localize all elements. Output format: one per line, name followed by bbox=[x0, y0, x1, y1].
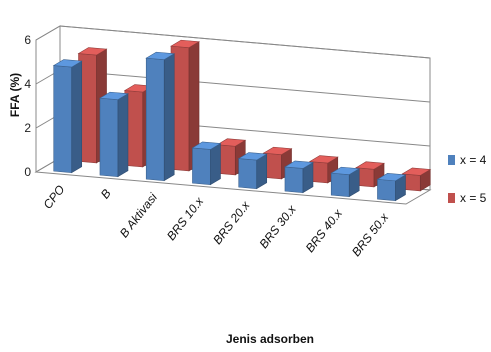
bar-x4 bbox=[237, 152, 268, 190]
gridline bbox=[59, 25, 431, 59]
gridline-side bbox=[35, 25, 61, 41]
legend-label: x = 4 bbox=[460, 153, 487, 167]
x-tick-label: BRS 20.x bbox=[210, 198, 253, 247]
x-tick-label: BRS 50.x bbox=[349, 210, 392, 259]
x-axis-label: Jenis adsorben bbox=[226, 332, 314, 346]
bar-x5 bbox=[170, 39, 200, 172]
gridline bbox=[59, 69, 431, 103]
y-axis-label: FFA (%) bbox=[8, 73, 22, 117]
x-tick-label: BRS 30.x bbox=[256, 202, 299, 251]
x-tick-label: BRS 40.x bbox=[303, 206, 346, 255]
bar-x4 bbox=[376, 173, 407, 202]
legend-item: x = 4 bbox=[448, 153, 487, 167]
bar-x5 bbox=[308, 155, 339, 184]
bar-x4 bbox=[145, 51, 176, 182]
bar-x5 bbox=[355, 161, 385, 188]
y-tick-label: 0 bbox=[24, 165, 31, 179]
x-tick-label: BRS 10.x bbox=[164, 194, 207, 243]
bar-x4 bbox=[99, 91, 129, 178]
x-tick-label: B bbox=[98, 186, 114, 201]
bar-x4 bbox=[284, 160, 314, 194]
y-tick-label: 2 bbox=[24, 121, 31, 135]
y-tick-label: 4 bbox=[24, 77, 31, 91]
bar-x4 bbox=[191, 141, 222, 186]
bar-x4 bbox=[330, 166, 361, 198]
y-tick-label: 6 bbox=[24, 33, 31, 47]
legend-label: x = 5 bbox=[460, 191, 487, 205]
x-tick-label: CPO bbox=[40, 182, 67, 211]
bars bbox=[52, 39, 432, 202]
x-tick-label: B Aktivasi bbox=[117, 190, 160, 240]
legend: x = 4 x = 5 bbox=[448, 153, 487, 205]
y-axis-ticks: 0 2 4 6 bbox=[24, 33, 31, 179]
legend-item: x = 5 bbox=[448, 191, 487, 205]
bar-x5 bbox=[401, 167, 432, 192]
bar-x4 bbox=[52, 59, 83, 174]
